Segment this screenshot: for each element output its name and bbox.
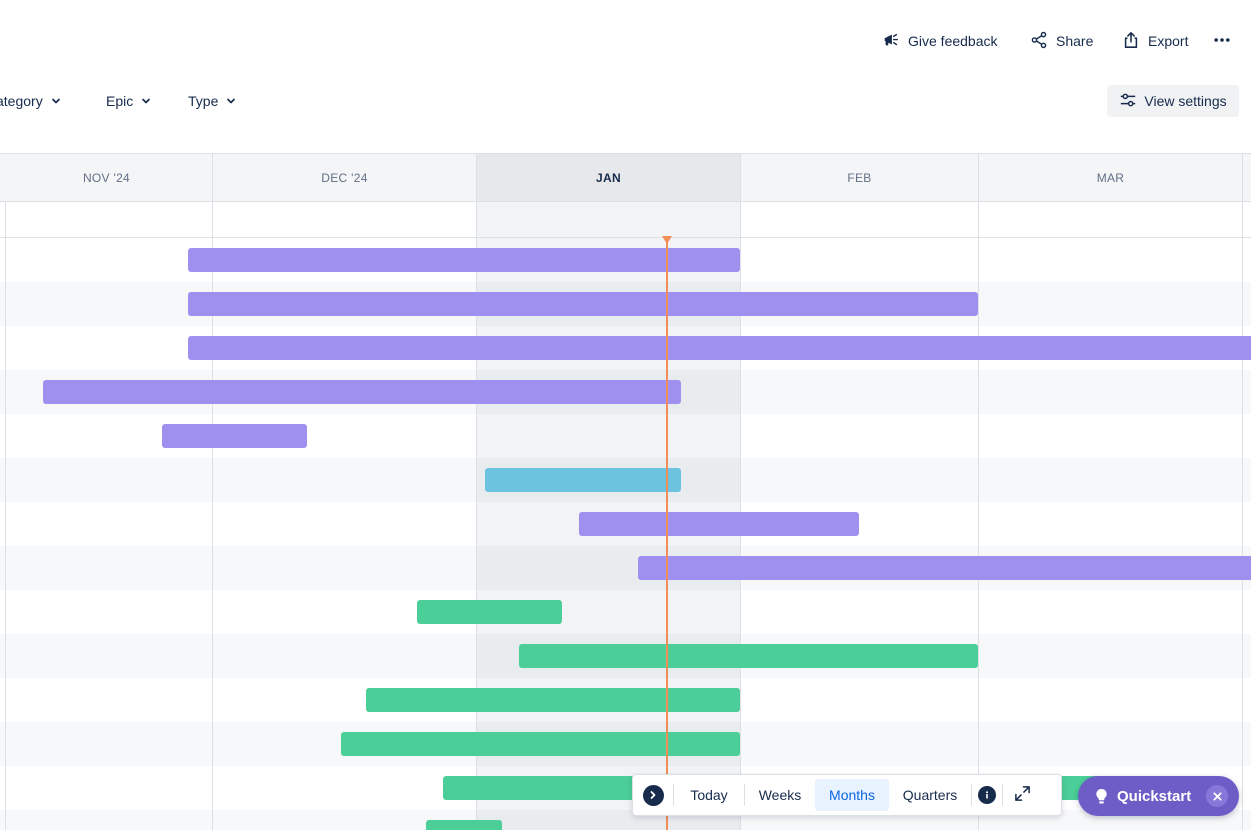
month-label: FEB <box>847 170 872 185</box>
quickstart-button[interactable]: Quickstart <box>1078 776 1239 816</box>
timeline-bar-epic[interactable] <box>188 336 1251 360</box>
chevron-right-icon <box>642 784 664 806</box>
export-icon <box>1122 31 1140 52</box>
timeline-bar-task[interactable] <box>417 600 562 624</box>
view-settings-button[interactable]: View settings <box>1107 85 1239 117</box>
month-header-nov: NOV '24 <box>0 154 213 201</box>
weeks-button[interactable]: Weeks <box>758 787 802 803</box>
share-icon <box>1030 31 1048 52</box>
timeline-zoom-toolbar: Today Weeks Months Quarters <box>632 774 1062 816</box>
month-header-mar: MAR <box>978 154 1242 201</box>
grid-line <box>212 202 213 830</box>
month-label: JAN <box>596 170 621 185</box>
timeline-bar-epic[interactable] <box>188 292 978 316</box>
month-label: DEC '24 <box>321 170 368 185</box>
timeline-bar-epic[interactable] <box>43 380 681 404</box>
month-header-jan: JAN <box>476 154 740 201</box>
month-label: MAR <box>1096 170 1125 185</box>
give-feedback-label: Give feedback <box>908 33 998 49</box>
type-filter[interactable]: Type <box>188 86 236 116</box>
timeline-bar-epic[interactable] <box>579 512 859 536</box>
more-horizontal-icon <box>1213 31 1231 52</box>
timeline-bar-task[interactable] <box>426 820 502 830</box>
info-button[interactable] <box>972 779 1002 811</box>
month-header-next <box>1242 154 1251 201</box>
toolbar-divider <box>1002 784 1003 806</box>
share-button[interactable]: Share <box>1022 26 1101 56</box>
today-button[interactable]: Today <box>690 787 728 803</box>
timeline-bar-story[interactable] <box>485 468 681 492</box>
today-line <box>666 238 668 830</box>
month-label: NOV '24 <box>82 170 131 185</box>
epic-filter-label: Epic <box>106 93 134 109</box>
collapse-panel-button[interactable] <box>633 779 673 811</box>
chevron-down-icon <box>226 93 236 109</box>
quarters-button[interactable]: Quarters <box>902 787 958 803</box>
chevron-down-icon <box>141 93 151 109</box>
lightbulb-icon <box>1094 788 1109 805</box>
toolbar-divider <box>744 784 745 806</box>
megaphone-icon <box>882 31 900 52</box>
today-marker <box>662 236 672 244</box>
header-divider <box>0 201 1251 202</box>
grid-line <box>5 202 6 830</box>
timeline-bar-task[interactable] <box>366 688 740 712</box>
grid-line <box>978 202 979 830</box>
timeline-bar-epic[interactable] <box>638 556 1251 580</box>
quickstart-label: Quickstart <box>1117 787 1192 805</box>
info-icon <box>978 786 996 804</box>
more-actions-button[interactable] <box>1207 26 1237 56</box>
close-quickstart-button[interactable] <box>1206 785 1228 807</box>
type-filter-label: Type <box>188 93 219 109</box>
grid-line <box>476 202 477 830</box>
epic-filter[interactable]: Epic <box>106 86 151 116</box>
expand-icon <box>1014 785 1031 805</box>
timeline-bar-epic[interactable] <box>188 248 740 272</box>
grid-line <box>1242 202 1243 830</box>
export-button[interactable]: Export <box>1114 26 1196 56</box>
toolbar-divider <box>971 784 972 806</box>
timeline-bar-epic[interactable] <box>162 424 307 448</box>
toolbar-divider <box>673 784 674 806</box>
months-button[interactable]: Months <box>815 779 889 811</box>
sliders-icon <box>1119 91 1137 112</box>
fullscreen-button[interactable] <box>1003 779 1041 811</box>
category-filter[interactable]: ategory <box>0 86 61 116</box>
timeline-bar-task[interactable] <box>341 732 740 756</box>
view-settings-label: View settings <box>1144 93 1227 109</box>
timeline-bar-task[interactable] <box>519 644 978 668</box>
share-label: Share <box>1056 33 1094 49</box>
chevron-down-icon <box>51 93 61 109</box>
subheader-divider <box>0 237 1251 238</box>
month-header-dec: DEC '24 <box>212 154 476 201</box>
give-feedback-button[interactable]: Give feedback <box>874 26 1006 56</box>
close-icon <box>1212 791 1222 801</box>
month-header-feb: FEB <box>740 154 978 201</box>
category-filter-label: ategory <box>0 93 43 109</box>
export-label: Export <box>1148 33 1189 49</box>
timeline-grid: NOV '24 DEC '24 JAN FEB MAR <box>0 153 1251 830</box>
